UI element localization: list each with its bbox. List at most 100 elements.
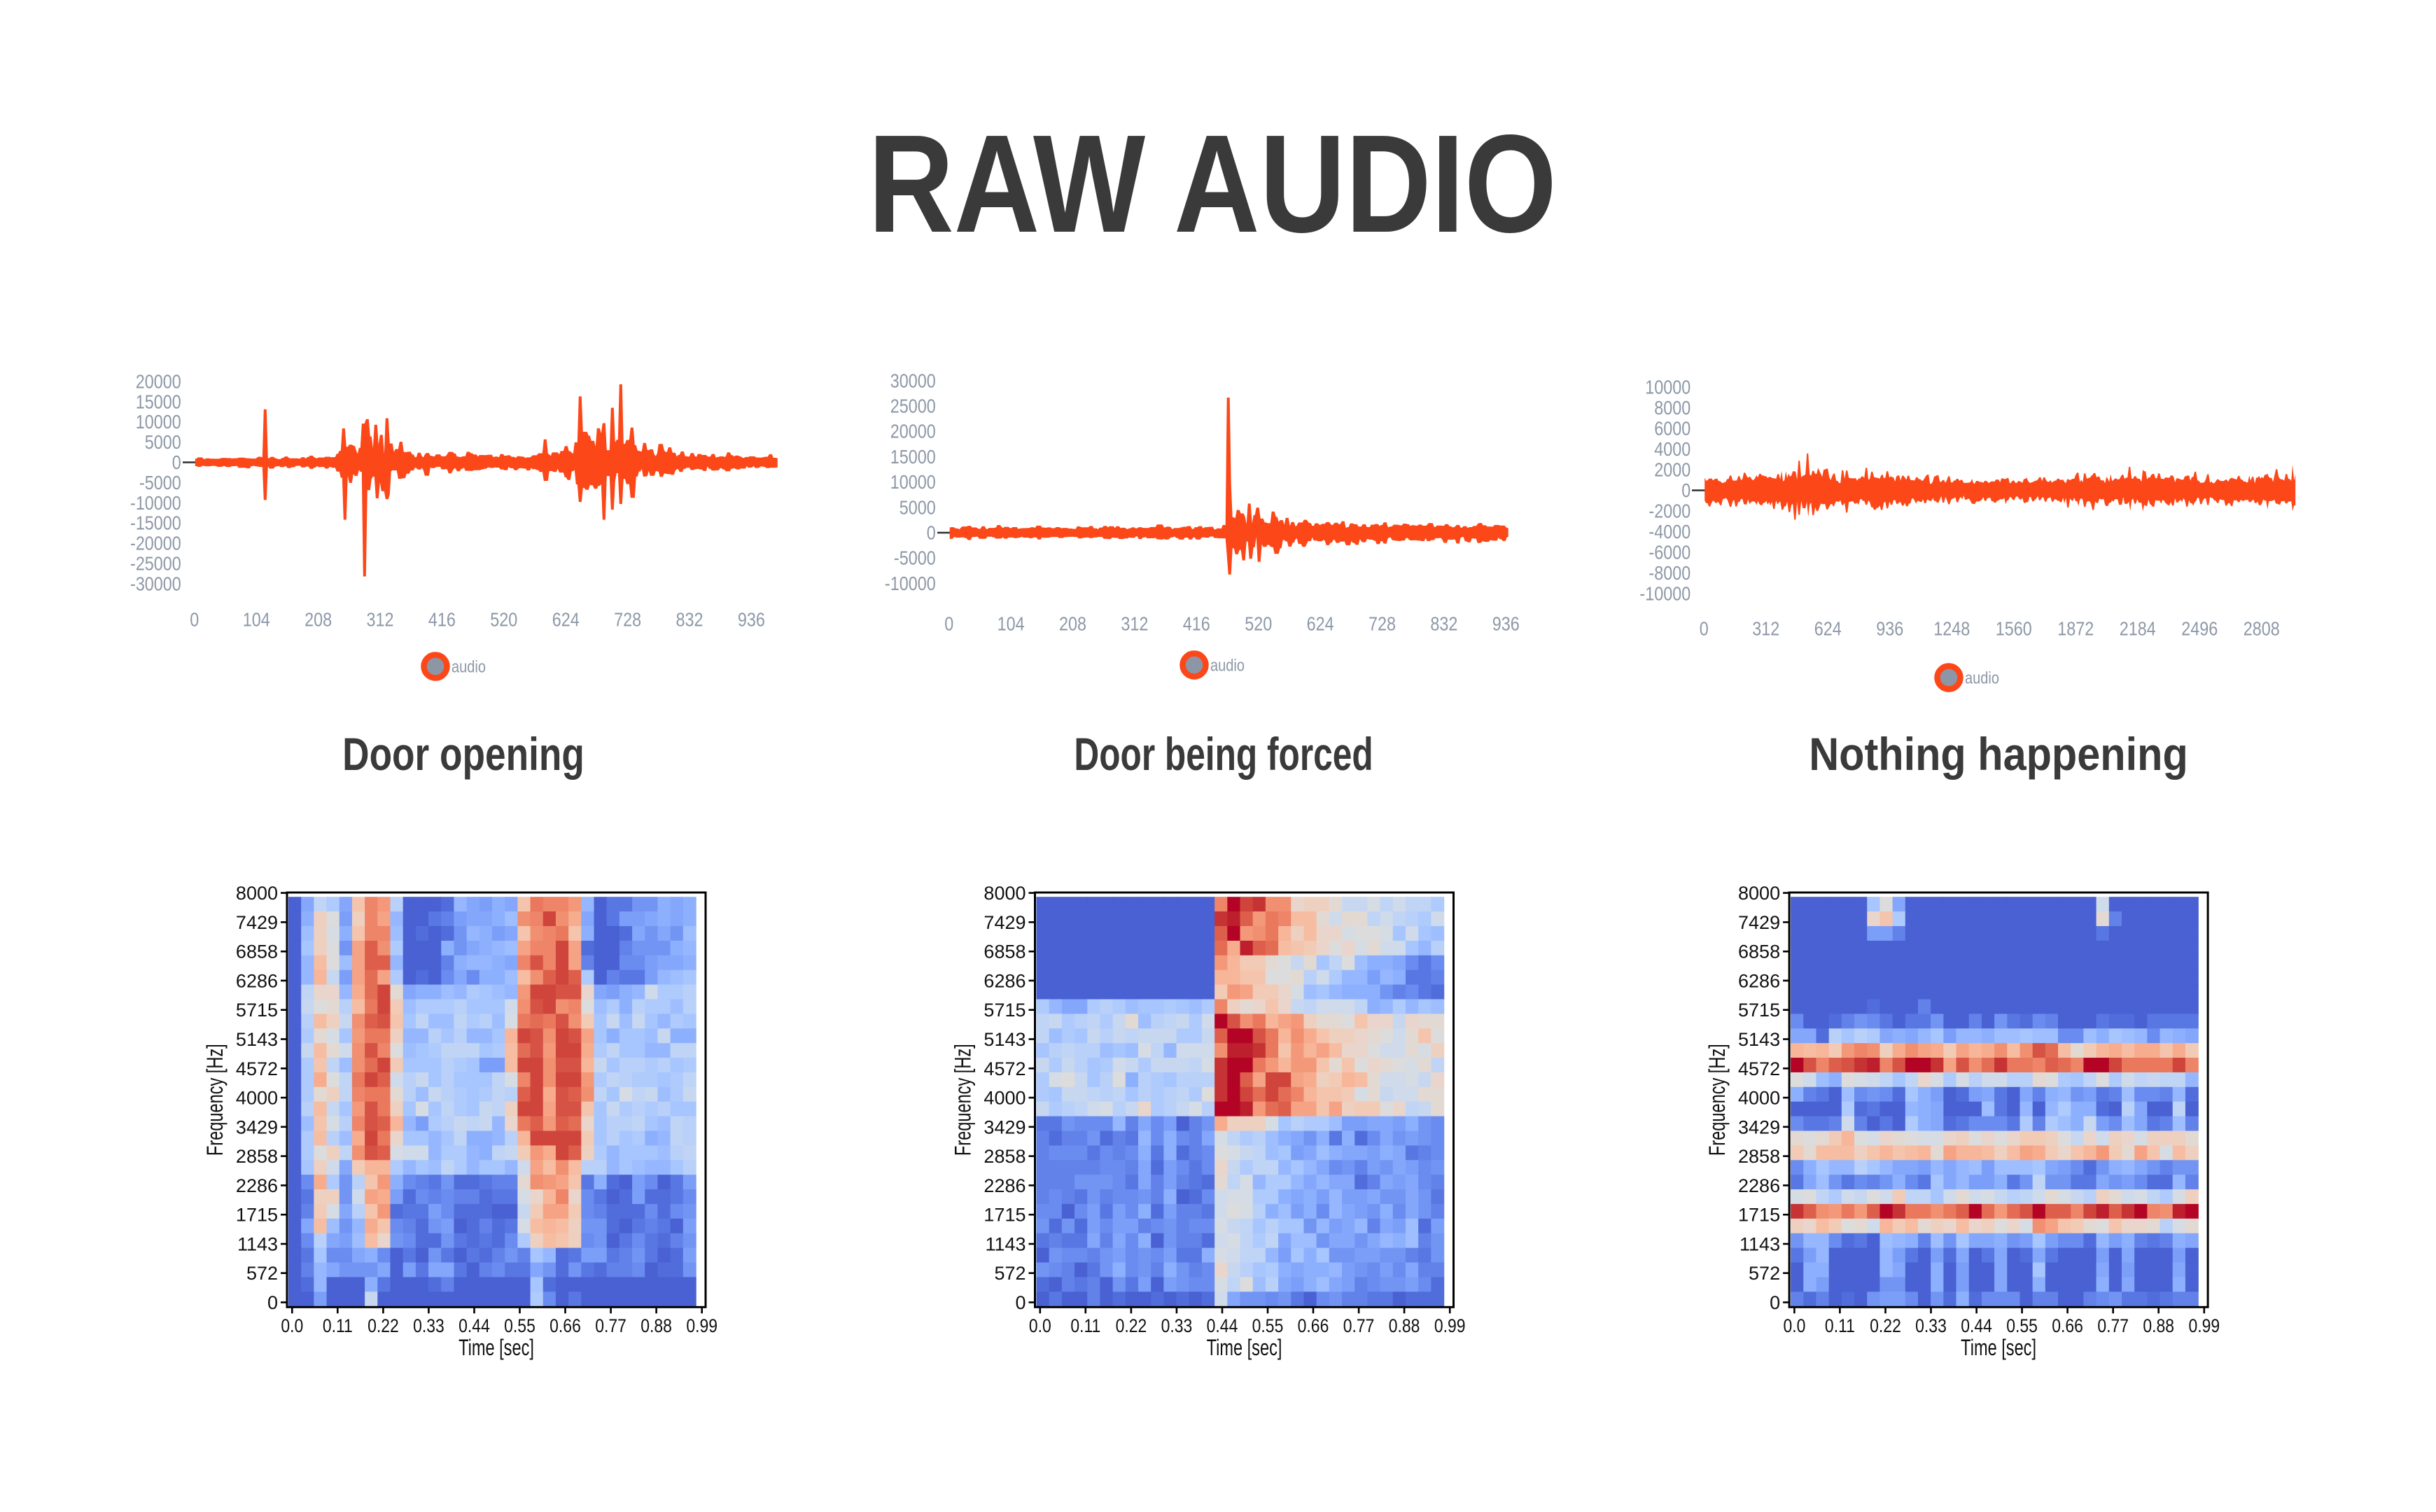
svg-text:6286: 6286 bbox=[983, 970, 1026, 991]
svg-text:832: 832 bbox=[676, 610, 704, 631]
svg-text:-8000: -8000 bbox=[1648, 563, 1690, 584]
svg-text:936: 936 bbox=[738, 610, 765, 631]
svg-text:0.66: 0.66 bbox=[2052, 1315, 2083, 1336]
svg-text:0.0: 0.0 bbox=[1029, 1315, 1051, 1336]
svg-text:312: 312 bbox=[1121, 614, 1148, 635]
svg-text:0.99: 0.99 bbox=[1434, 1315, 1466, 1336]
svg-text:0.22: 0.22 bbox=[1116, 1315, 1147, 1336]
svg-text:0.99: 0.99 bbox=[2188, 1315, 2220, 1336]
svg-text:4572: 4572 bbox=[236, 1058, 278, 1079]
svg-text:15000: 15000 bbox=[890, 447, 936, 468]
svg-text:5143: 5143 bbox=[983, 1029, 1026, 1050]
svg-text:8000: 8000 bbox=[983, 883, 1026, 904]
svg-text:0.0: 0.0 bbox=[281, 1315, 303, 1336]
svg-text:6858: 6858 bbox=[1738, 941, 1780, 962]
svg-text:Time [sec]: Time [sec] bbox=[1961, 1336, 2036, 1360]
svg-text:3429: 3429 bbox=[1738, 1116, 1780, 1138]
svg-text:0: 0 bbox=[1681, 480, 1690, 501]
svg-text:936: 936 bbox=[1492, 614, 1520, 635]
svg-text:1715: 1715 bbox=[236, 1205, 278, 1226]
svg-text:0.66: 0.66 bbox=[1298, 1315, 1329, 1336]
svg-text:2496: 2496 bbox=[2181, 619, 2218, 640]
svg-text:728: 728 bbox=[614, 610, 641, 631]
svg-text:Door being forced: Door being forced bbox=[1074, 729, 1373, 780]
svg-text:6858: 6858 bbox=[983, 941, 1026, 962]
svg-text:0.11: 0.11 bbox=[1825, 1315, 1855, 1336]
svg-text:5143: 5143 bbox=[1738, 1029, 1780, 1050]
svg-text:0.55: 0.55 bbox=[2006, 1315, 2038, 1336]
svg-text:Nothing happening: Nothing happening bbox=[1809, 729, 2188, 780]
svg-text:0: 0 bbox=[267, 1292, 278, 1313]
svg-text:0.55: 0.55 bbox=[504, 1315, 536, 1336]
svg-text:10000: 10000 bbox=[1645, 377, 1690, 398]
svg-text:8000: 8000 bbox=[1654, 398, 1690, 419]
svg-text:8000: 8000 bbox=[1738, 883, 1780, 904]
svg-text:0.44: 0.44 bbox=[1961, 1315, 1992, 1336]
svg-text:572: 572 bbox=[1749, 1263, 1780, 1284]
svg-text:2184: 2184 bbox=[2120, 619, 2156, 640]
svg-text:4000: 4000 bbox=[236, 1088, 278, 1109]
svg-text:572: 572 bbox=[994, 1263, 1026, 1284]
svg-text:Time [sec]: Time [sec] bbox=[458, 1336, 534, 1360]
svg-text:Frequency [Hz]: Frequency [Hz] bbox=[951, 1044, 975, 1156]
svg-text:1715: 1715 bbox=[1738, 1205, 1780, 1226]
svg-text:0.11: 0.11 bbox=[323, 1315, 353, 1336]
svg-text:2858: 2858 bbox=[1738, 1146, 1780, 1167]
svg-text:4572: 4572 bbox=[1738, 1058, 1780, 1079]
svg-text:832: 832 bbox=[1430, 614, 1457, 635]
svg-text:0.33: 0.33 bbox=[1915, 1315, 1947, 1336]
svg-text:104: 104 bbox=[243, 610, 270, 631]
svg-text:2286: 2286 bbox=[983, 1175, 1026, 1196]
svg-text:1715: 1715 bbox=[983, 1205, 1026, 1226]
svg-text:Door opening: Door opening bbox=[342, 729, 584, 780]
svg-text:audio: audio bbox=[1965, 668, 1999, 687]
svg-text:312: 312 bbox=[1752, 619, 1779, 640]
svg-text:-4000: -4000 bbox=[1648, 522, 1690, 542]
svg-text:-15000: -15000 bbox=[130, 513, 181, 534]
svg-text:7429: 7429 bbox=[1738, 912, 1780, 933]
svg-text:5715: 5715 bbox=[1738, 1000, 1780, 1021]
svg-text:30000: 30000 bbox=[890, 370, 936, 391]
svg-text:2858: 2858 bbox=[983, 1146, 1026, 1167]
svg-text:audio: audio bbox=[1210, 656, 1245, 675]
svg-text:0: 0 bbox=[1700, 619, 1709, 640]
svg-text:5000: 5000 bbox=[145, 432, 181, 453]
svg-text:0: 0 bbox=[944, 614, 953, 635]
svg-text:1248: 1248 bbox=[1933, 619, 1970, 640]
svg-text:-5000: -5000 bbox=[139, 472, 181, 493]
svg-text:0.33: 0.33 bbox=[1161, 1315, 1193, 1336]
svg-text:4000: 4000 bbox=[1654, 439, 1690, 460]
svg-text:5715: 5715 bbox=[983, 1000, 1026, 1021]
svg-text:-10000: -10000 bbox=[885, 573, 936, 594]
svg-text:Time [sec]: Time [sec] bbox=[1207, 1336, 1282, 1360]
svg-text:0.44: 0.44 bbox=[1207, 1315, 1238, 1336]
svg-text:5715: 5715 bbox=[236, 1000, 278, 1021]
svg-text:RAW AUDIO: RAW AUDIO bbox=[868, 106, 1557, 262]
svg-text:0.55: 0.55 bbox=[1252, 1315, 1284, 1336]
svg-text:3429: 3429 bbox=[983, 1116, 1026, 1138]
svg-text:8000: 8000 bbox=[236, 883, 278, 904]
svg-text:0.77: 0.77 bbox=[595, 1315, 626, 1336]
svg-text:-2000: -2000 bbox=[1648, 501, 1690, 522]
svg-text:4572: 4572 bbox=[983, 1058, 1026, 1079]
svg-text:728: 728 bbox=[1368, 614, 1396, 635]
svg-text:1143: 1143 bbox=[985, 1234, 1026, 1255]
svg-text:572: 572 bbox=[246, 1263, 278, 1284]
svg-text:4000: 4000 bbox=[1738, 1088, 1780, 1109]
svg-text:416: 416 bbox=[1183, 614, 1210, 635]
svg-text:520: 520 bbox=[1245, 614, 1272, 635]
svg-text:6858: 6858 bbox=[236, 941, 278, 962]
svg-text:5143: 5143 bbox=[236, 1029, 278, 1050]
svg-text:208: 208 bbox=[304, 610, 332, 631]
svg-text:6000: 6000 bbox=[1654, 419, 1690, 440]
svg-text:7429: 7429 bbox=[236, 912, 278, 933]
svg-text:104: 104 bbox=[997, 614, 1025, 635]
svg-text:-10000: -10000 bbox=[130, 493, 181, 514]
svg-text:3429: 3429 bbox=[236, 1116, 278, 1138]
svg-text:1143: 1143 bbox=[1740, 1234, 1780, 1255]
svg-text:-25000: -25000 bbox=[130, 554, 181, 575]
svg-text:0: 0 bbox=[1015, 1292, 1026, 1313]
svg-text:5000: 5000 bbox=[899, 497, 936, 518]
svg-text:312: 312 bbox=[367, 610, 394, 631]
svg-text:0: 0 bbox=[927, 523, 936, 544]
